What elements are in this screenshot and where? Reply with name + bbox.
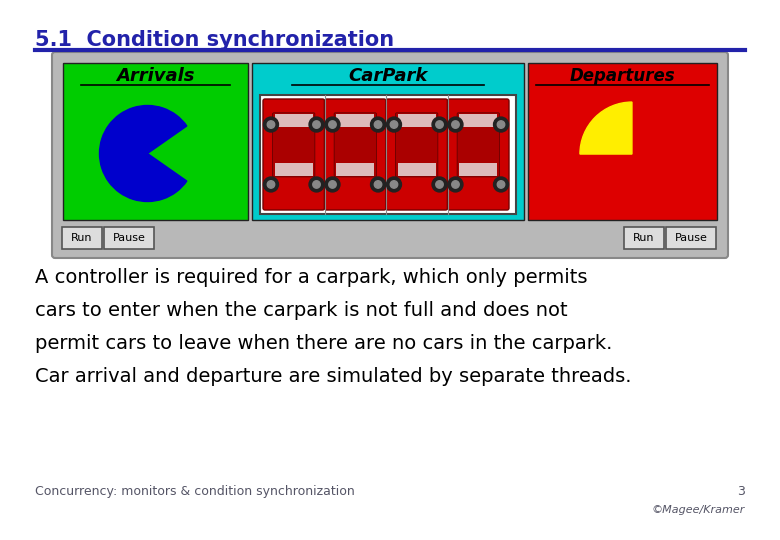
Circle shape xyxy=(328,121,336,129)
Bar xyxy=(252,63,524,220)
Circle shape xyxy=(313,121,321,129)
Circle shape xyxy=(498,181,505,188)
Text: 3: 3 xyxy=(737,485,745,498)
FancyBboxPatch shape xyxy=(334,113,377,177)
Circle shape xyxy=(387,177,402,192)
FancyBboxPatch shape xyxy=(263,99,324,210)
Circle shape xyxy=(374,181,381,188)
Text: Run: Run xyxy=(633,233,654,243)
Circle shape xyxy=(387,117,402,132)
Bar xyxy=(398,163,436,176)
Text: ©Magee/Kramer: ©Magee/Kramer xyxy=(651,505,745,515)
Circle shape xyxy=(325,117,340,132)
Text: A controller is required for a carpark, which only permits: A controller is required for a carpark, … xyxy=(35,268,587,287)
Circle shape xyxy=(452,181,459,188)
Circle shape xyxy=(436,121,443,129)
Text: cars to enter when the carpark is not full and does not: cars to enter when the carpark is not fu… xyxy=(35,301,568,320)
Circle shape xyxy=(268,121,275,129)
Text: Pause: Pause xyxy=(675,233,707,243)
FancyBboxPatch shape xyxy=(324,99,386,210)
Circle shape xyxy=(328,181,336,188)
Text: permit cars to leave when there are no cars in the carpark.: permit cars to leave when there are no c… xyxy=(35,334,612,353)
Circle shape xyxy=(432,177,447,192)
Text: Concurrency: monitors & condition synchronization: Concurrency: monitors & condition synchr… xyxy=(35,485,355,498)
Circle shape xyxy=(313,181,321,188)
Circle shape xyxy=(370,117,385,132)
Bar xyxy=(275,114,313,127)
Circle shape xyxy=(370,177,385,192)
Circle shape xyxy=(390,181,398,188)
FancyBboxPatch shape xyxy=(386,99,448,210)
Bar xyxy=(459,114,498,127)
FancyBboxPatch shape xyxy=(273,113,315,177)
FancyBboxPatch shape xyxy=(395,113,438,177)
Circle shape xyxy=(436,181,443,188)
Circle shape xyxy=(432,117,447,132)
Text: Arrivals: Arrivals xyxy=(116,67,195,85)
Text: Departures: Departures xyxy=(569,67,675,85)
Circle shape xyxy=(390,121,398,129)
Circle shape xyxy=(268,181,275,188)
Circle shape xyxy=(264,177,278,192)
FancyBboxPatch shape xyxy=(448,99,509,210)
Circle shape xyxy=(264,117,278,132)
FancyBboxPatch shape xyxy=(62,227,102,249)
Bar xyxy=(336,163,374,176)
Bar xyxy=(260,95,516,214)
Circle shape xyxy=(452,121,459,129)
FancyBboxPatch shape xyxy=(104,227,154,249)
Circle shape xyxy=(309,177,324,192)
Circle shape xyxy=(494,117,509,132)
Text: 5.1  Condition synchronization: 5.1 Condition synchronization xyxy=(35,30,394,50)
FancyBboxPatch shape xyxy=(624,227,664,249)
Circle shape xyxy=(309,117,324,132)
FancyBboxPatch shape xyxy=(52,52,728,258)
Bar xyxy=(336,114,374,127)
Circle shape xyxy=(448,177,463,192)
Circle shape xyxy=(374,121,381,129)
FancyBboxPatch shape xyxy=(666,227,716,249)
Wedge shape xyxy=(580,102,632,154)
Circle shape xyxy=(448,117,463,132)
FancyBboxPatch shape xyxy=(457,113,499,177)
Bar xyxy=(398,114,436,127)
Bar xyxy=(459,163,498,176)
Text: Pause: Pause xyxy=(112,233,145,243)
Text: CarPark: CarPark xyxy=(349,67,427,85)
Circle shape xyxy=(325,177,340,192)
Bar xyxy=(275,163,313,176)
Text: Car arrival and departure are simulated by separate threads.: Car arrival and departure are simulated … xyxy=(35,367,632,386)
Wedge shape xyxy=(100,105,187,201)
Circle shape xyxy=(494,177,509,192)
Text: Run: Run xyxy=(71,233,93,243)
Bar xyxy=(63,63,248,220)
Bar xyxy=(528,63,717,220)
Circle shape xyxy=(498,121,505,129)
